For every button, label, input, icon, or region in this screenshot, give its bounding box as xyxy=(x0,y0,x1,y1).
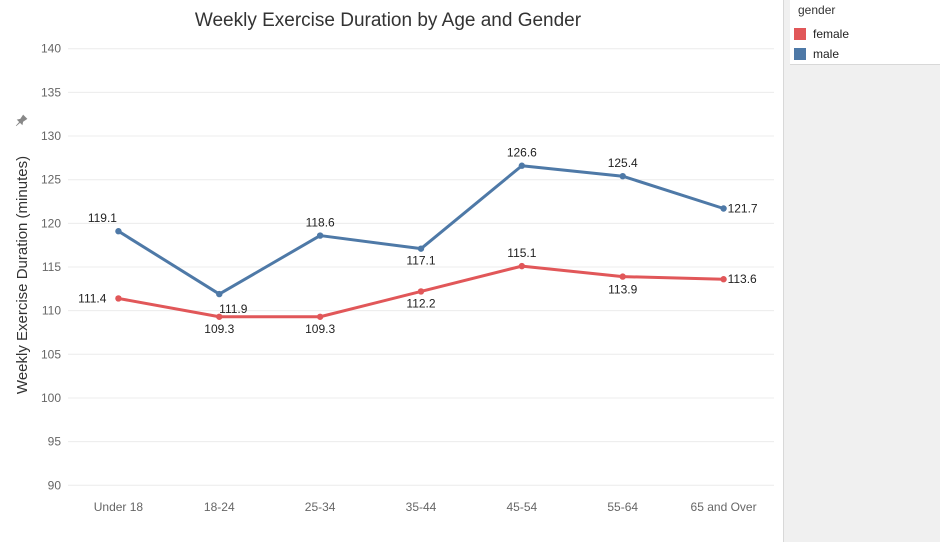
y-tick-label: 110 xyxy=(42,304,61,318)
data-point-female[interactable] xyxy=(518,262,526,270)
y-tick-label: 140 xyxy=(41,42,61,56)
x-tick-label: 18-24 xyxy=(204,500,235,514)
y-tick-label: 115 xyxy=(42,260,61,274)
data-label-male: 125.4 xyxy=(608,156,638,170)
y-axis-title: Weekly Exercise Duration (minutes) xyxy=(14,156,31,394)
x-tick-label: 55-64 xyxy=(607,500,638,514)
legend-swatch-male xyxy=(794,48,806,60)
data-point-male[interactable] xyxy=(216,290,223,298)
y-tick-label: 90 xyxy=(48,478,62,492)
data-point-male[interactable] xyxy=(720,205,727,212)
data-label-male: 117.1 xyxy=(406,254,435,268)
pin-icon[interactable] xyxy=(13,114,28,129)
x-tick-label: 65 and Over xyxy=(691,500,757,514)
legend-label-female: female xyxy=(813,27,850,41)
data-label-female: 113.6 xyxy=(728,272,757,286)
data-label-female: 112.2 xyxy=(406,296,435,310)
data-point-male[interactable] xyxy=(619,173,626,180)
x-axis-ticks: Under 18 18-24 25-34 35-44 45-54 55-64 65 and … xyxy=(94,500,757,514)
data-label-female: 111.4 xyxy=(78,291,107,305)
data-point-female[interactable] xyxy=(316,313,324,320)
legend-item-female[interactable]: female xyxy=(794,26,849,42)
series-line-male[interactable] xyxy=(117,164,725,296)
chart-area: Weekly Exercise Duration by Age and Gend… xyxy=(13,10,774,514)
series-female: 111.4 109.3 109.3 112.2 115.1 113.9 113.6 xyxy=(78,246,757,336)
x-tick-label: Under 18 xyxy=(94,500,144,514)
data-point-male[interactable] xyxy=(316,232,324,239)
data-label-male: 119.1 xyxy=(88,211,117,225)
legend-item-male[interactable]: male xyxy=(794,46,839,62)
data-label-male: 126.6 xyxy=(507,146,537,160)
x-tick-label: 25-34 xyxy=(305,500,336,514)
line-chart: Weekly Exercise Duration by Age and Gend… xyxy=(13,10,774,514)
y-tick-label: 130 xyxy=(41,129,61,143)
legend-panel: gender female male xyxy=(783,0,940,542)
y-tick-label: 95 xyxy=(48,435,62,449)
y-tick-label: 120 xyxy=(41,216,61,230)
y-axis-label: Weekly Exercise Duration (minutes) xyxy=(14,156,31,394)
data-point-female[interactable] xyxy=(720,276,727,283)
y-tick-label: 135 xyxy=(41,85,61,99)
legend-title: gender xyxy=(798,3,836,17)
data-point-female[interactable] xyxy=(216,313,223,320)
data-label-female: 113.9 xyxy=(608,283,637,297)
chart-title: Weekly Exercise Duration by Age and Gend… xyxy=(195,10,582,31)
legend: gender female male xyxy=(790,0,940,65)
data-point-male[interactable] xyxy=(417,245,425,252)
x-tick-label: 45-54 xyxy=(507,500,538,514)
grid xyxy=(68,48,774,486)
data-label-female: 109.3 xyxy=(305,322,335,336)
series-male: 119.1 111.9 118.6 117.1 126.6 125.4 121.7 xyxy=(88,146,758,316)
y-axis-ticks: 90 95 100 105 110 115 120 125 130 135 140 xyxy=(41,42,61,493)
data-point-male[interactable] xyxy=(115,228,122,235)
data-label-female: 109.3 xyxy=(204,322,234,336)
y-tick-label: 105 xyxy=(41,347,61,361)
data-point-female[interactable] xyxy=(115,295,122,302)
data-label-male: 118.6 xyxy=(306,216,335,230)
legend-swatch-female xyxy=(794,28,806,40)
data-point-male[interactable] xyxy=(518,162,526,169)
legend-label-male: male xyxy=(813,47,840,61)
data-label-female: 115.1 xyxy=(507,246,536,260)
data-point-female[interactable] xyxy=(619,273,626,280)
x-tick-label: 35-44 xyxy=(406,500,437,514)
data-label-male: 121.7 xyxy=(728,202,758,216)
y-tick-label: 100 xyxy=(41,391,61,405)
data-label-male: 111.9 xyxy=(219,302,248,316)
y-tick-label: 125 xyxy=(41,173,61,187)
data-point-female[interactable] xyxy=(417,288,425,295)
